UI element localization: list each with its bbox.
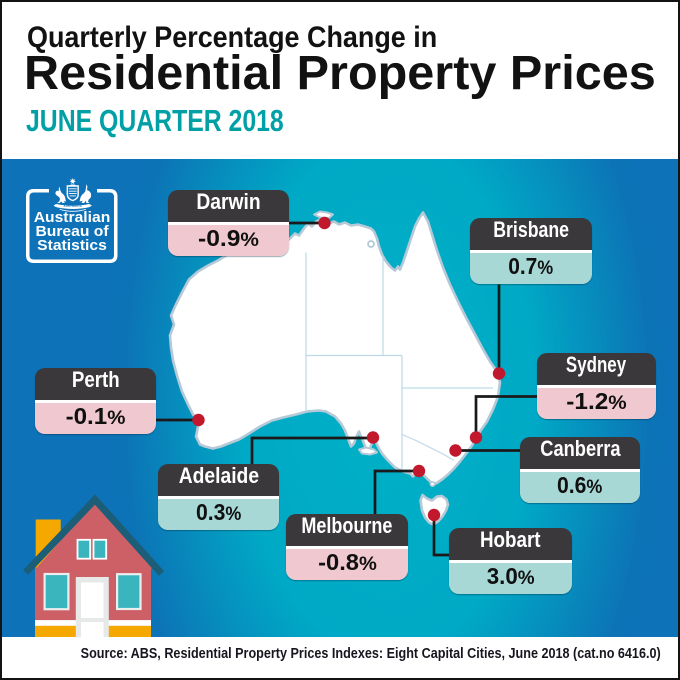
svg-text:AUSTRALIA: AUSTRALIA xyxy=(63,203,81,207)
